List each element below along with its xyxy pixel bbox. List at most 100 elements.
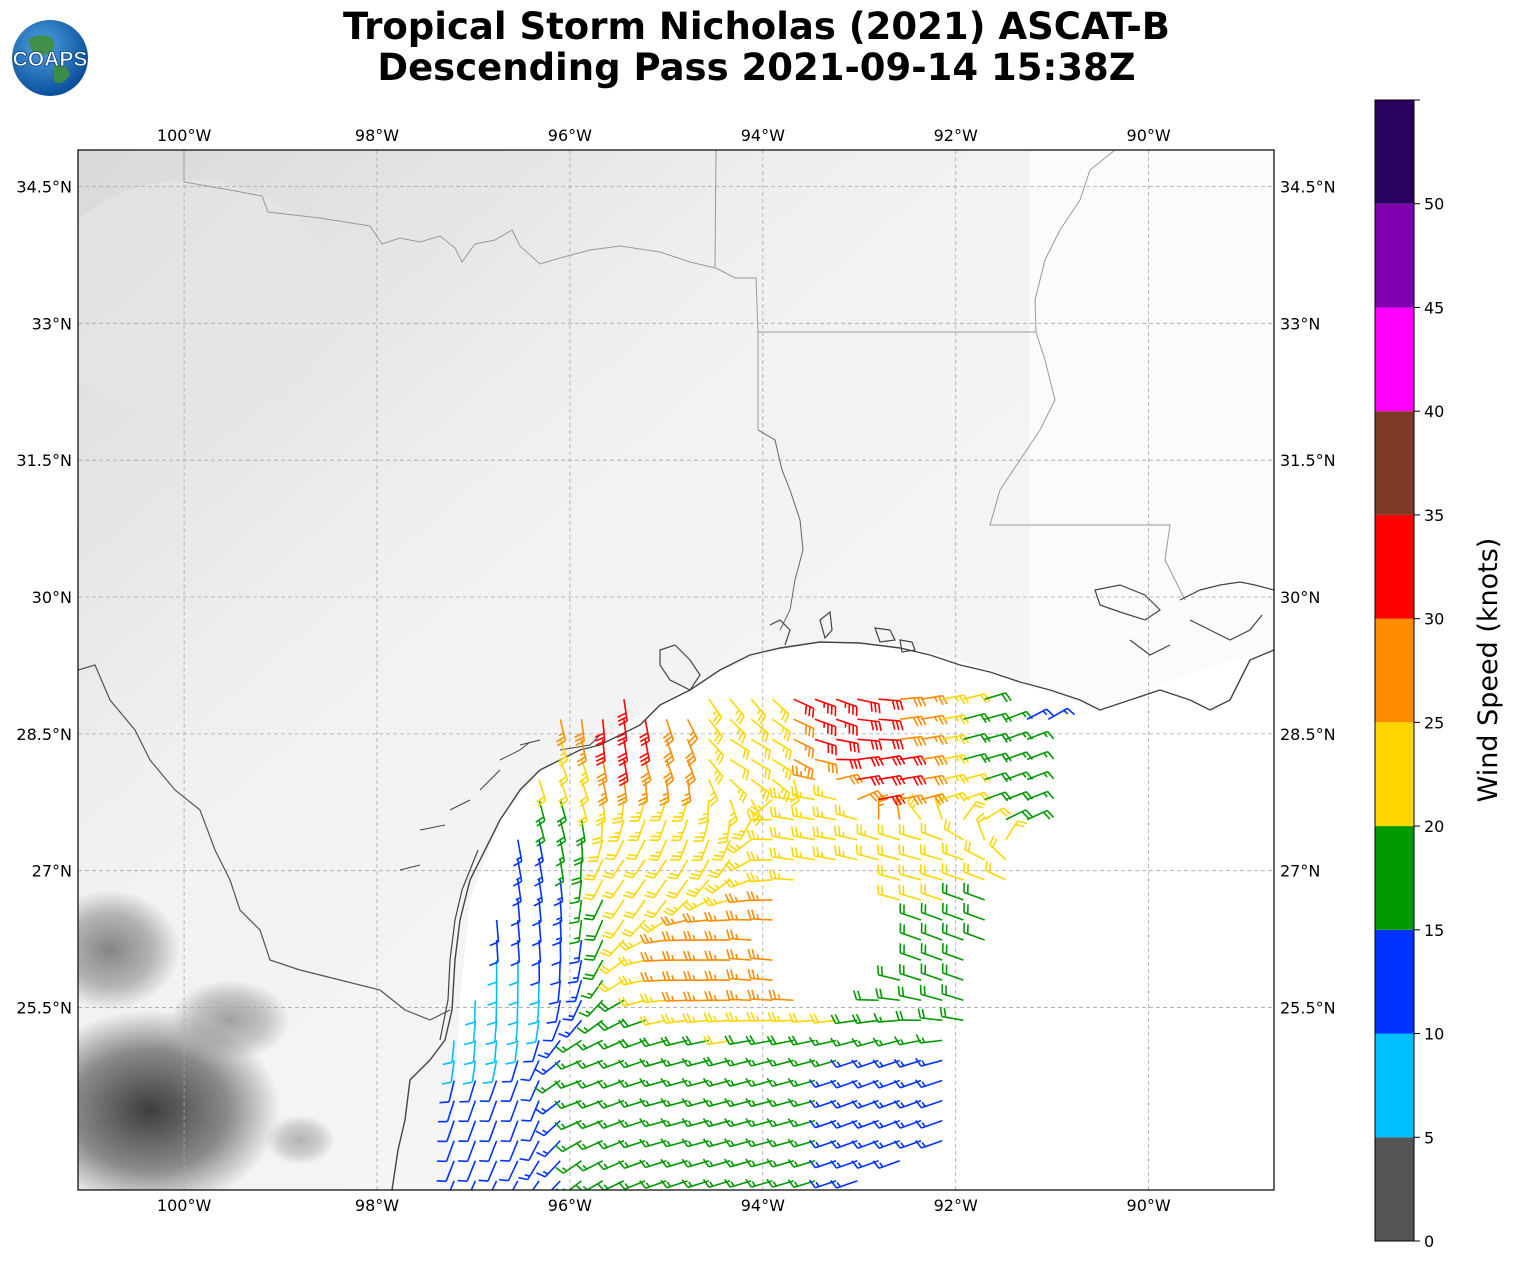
wind-barb [790,846,816,861]
mississippi-river [989,150,1186,601]
map-panel: 100°W 100°W 98°W 98°W 96°W 96°W 94°W 94°W 92°W 92… [16,126,1335,1215]
lon-tick-label-top: 94°W [741,126,785,145]
wind-barb [769,826,794,841]
wind-barb [920,694,948,706]
wind-barb [899,964,922,981]
wind-barb [640,951,667,962]
wind-barb [437,1100,455,1123]
wind-barb [602,919,625,939]
wind-barb [729,698,745,725]
wind-barb [725,839,752,854]
wind-barb [724,859,752,872]
satellite-background [78,150,1274,1190]
wind-barb [681,779,692,807]
wind-barb [835,718,858,736]
wind-barb [809,1013,837,1024]
wind-barb [537,1039,561,1059]
wind-barb [877,884,900,901]
lat-tick-label-left: 28.5°N [16,725,72,744]
cloud-patch [78,180,340,420]
wind-barb [625,839,646,861]
wind-barb [531,939,542,967]
wind-barb [793,738,815,759]
wind-barb [510,919,521,947]
wind-barb [791,826,816,841]
wind-barb [857,698,881,714]
wind-barb [836,758,862,770]
wind-barb [554,1119,582,1131]
wind-barb [703,1012,731,1023]
wind-barb [583,879,604,901]
wind-barb [814,738,837,756]
wind-barb [439,1080,455,1104]
wind-barb [558,759,569,787]
wind-barb [726,948,752,961]
wind-barb [684,759,696,787]
wind-barb [793,698,815,718]
wind-barb [872,1160,901,1169]
colorbar-tick-label: 50 [1424,195,1444,214]
wind-barb [693,819,710,843]
wind-barb [682,1012,709,1024]
wind-barb [670,819,689,842]
wind-barb [489,919,500,947]
wind-barb [546,1000,562,1024]
wind-barb [457,1160,477,1182]
wind-barb [830,1014,858,1025]
wind-barb [558,779,569,807]
wind-barb [769,806,794,821]
logo-text: COAPS [13,48,88,71]
wind-barb [771,718,792,742]
wind-barb [1026,730,1055,741]
wind-barb [704,991,731,1002]
wind-barb [618,975,646,986]
wind-barb [1047,707,1076,720]
wind-barb [724,1034,752,1046]
wind-barb [621,919,646,938]
page-title: Tropical Storm Nicholas (2021) ASCAT-B D… [0,6,1513,88]
wind-barb [985,861,1007,881]
wind-barb [747,798,773,815]
wind-barb [485,1040,498,1066]
wind-barb [594,719,606,746]
wind-barb [855,844,879,861]
wind-barb [688,859,710,880]
wind-barb [649,819,668,842]
wind-barb [915,1139,943,1149]
wind-barb [788,1012,815,1023]
cloud-patch [78,890,180,1010]
wind-barb [558,1019,583,1038]
wind-barb [1005,820,1028,841]
wind-barb [554,1140,582,1153]
wind-barb [834,825,858,841]
wind-barb [746,851,773,862]
wind-barb [834,804,858,821]
wind-barb [919,864,943,881]
axis-tick-labels: 100°W 100°W 98°W 98°W 96°W 96°W 94°W 94°W 92°W 92… [16,126,1335,1215]
wind-barb [835,738,860,753]
wind-barb [458,1140,477,1163]
wind-barb [617,699,628,726]
wind-barb [670,839,689,861]
wind-barb [984,772,1012,783]
texas-oklahoma-border [183,150,717,269]
wind-barb [766,1035,794,1046]
cloud-patch [170,980,290,1060]
wind-barb [556,719,567,747]
wind-barb [639,1015,667,1026]
title-line-1: Tropical Storm Nicholas (2021) ASCAT-B [342,5,1171,48]
wind-barb [550,1180,561,1190]
wind-barb [663,739,675,767]
wind-barb [449,1180,455,1190]
wind-barb [899,715,927,727]
wind-barb [746,1011,773,1022]
wind-barb [963,712,991,724]
wind-barb [623,879,646,899]
wind-barb [602,899,625,920]
wind-barb [964,840,986,861]
wind-barb [813,784,837,801]
wind-barb [876,965,900,981]
colorbar-tick-label: 0 [1424,1232,1434,1251]
wind-barb [617,1018,646,1029]
wind-barb [1026,708,1054,720]
